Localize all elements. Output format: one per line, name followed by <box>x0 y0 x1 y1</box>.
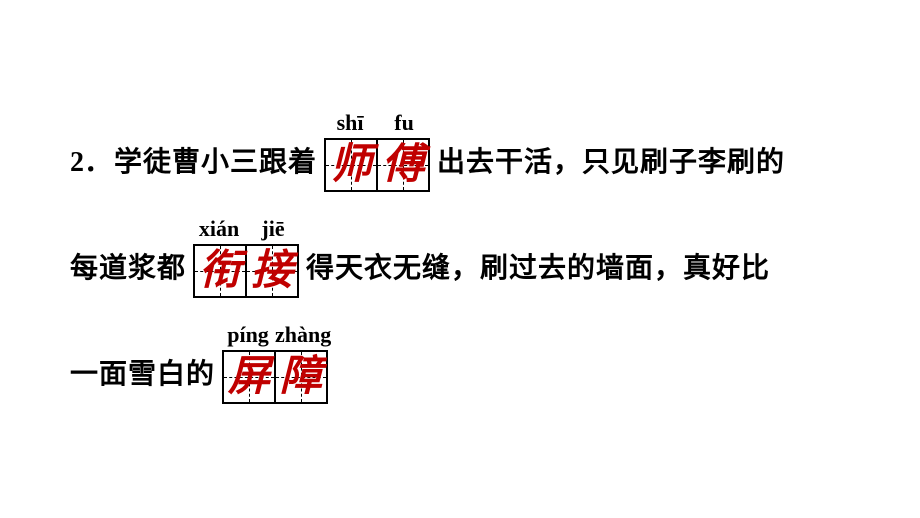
pinyin-3-0: píng <box>221 322 275 348</box>
tian-box-1-0: 师 <box>324 138 378 192</box>
pinyin-3-1: zhàng <box>275 322 329 348</box>
han-3-1: 障 <box>280 356 322 398</box>
line-3: 一面雪白的 píng zhàng 屏 障 <box>70 322 860 404</box>
han-1-1: 傅 <box>382 144 424 186</box>
han-2-1: 接 <box>251 250 293 292</box>
question-content: 2． 学徒曹小三跟着 shī fu 师 傅 出去干活，只见刷子李刷的 每道浆都 … <box>70 110 860 428</box>
pinyin-1-1: fu <box>377 110 431 136</box>
pinyin-2-0: xián <box>192 216 246 242</box>
pinyin-1-0: shī <box>323 110 377 136</box>
tian-box-2-0: 衔 <box>193 244 247 298</box>
han-1-0: 师 <box>330 144 372 186</box>
line-2: 每道浆都 xián jiē 衔 接 得天衣无缝，刷过去的墙面，真好比 <box>70 216 860 298</box>
line2-post: 得天衣无缝，刷过去的墙面，真好比 <box>306 246 770 298</box>
char-group-1: shī fu 师 傅 <box>323 110 431 192</box>
tian-box-1-1: 傅 <box>376 138 430 192</box>
char-group-3: píng zhàng 屏 障 <box>221 322 329 404</box>
pinyin-row-1: shī fu <box>323 110 431 136</box>
line3-pre: 一面雪白的 <box>70 352 215 404</box>
pinyin-row-3: píng zhàng <box>221 322 329 348</box>
line2-pre: 每道浆都 <box>70 246 186 298</box>
line1-pre: 学徒曹小三跟着 <box>114 140 317 192</box>
pinyin-row-2: xián jiē <box>192 216 300 242</box>
pinyin-2-1: jiē <box>246 216 300 242</box>
box-row-1: 师 傅 <box>324 138 430 192</box>
tian-box-2-1: 接 <box>245 244 299 298</box>
box-row-3: 屏 障 <box>222 350 328 404</box>
han-2-0: 衔 <box>199 250 241 292</box>
line1-post: 出去干活，只见刷子李刷的 <box>437 140 785 192</box>
tian-box-3-1: 障 <box>274 350 328 404</box>
question-number: 2． <box>70 140 112 192</box>
tian-box-3-0: 屏 <box>222 350 276 404</box>
char-group-2: xián jiē 衔 接 <box>192 216 300 298</box>
box-row-2: 衔 接 <box>193 244 299 298</box>
line-1: 2． 学徒曹小三跟着 shī fu 师 傅 出去干活，只见刷子李刷的 <box>70 110 860 192</box>
han-3-0: 屏 <box>228 356 270 398</box>
